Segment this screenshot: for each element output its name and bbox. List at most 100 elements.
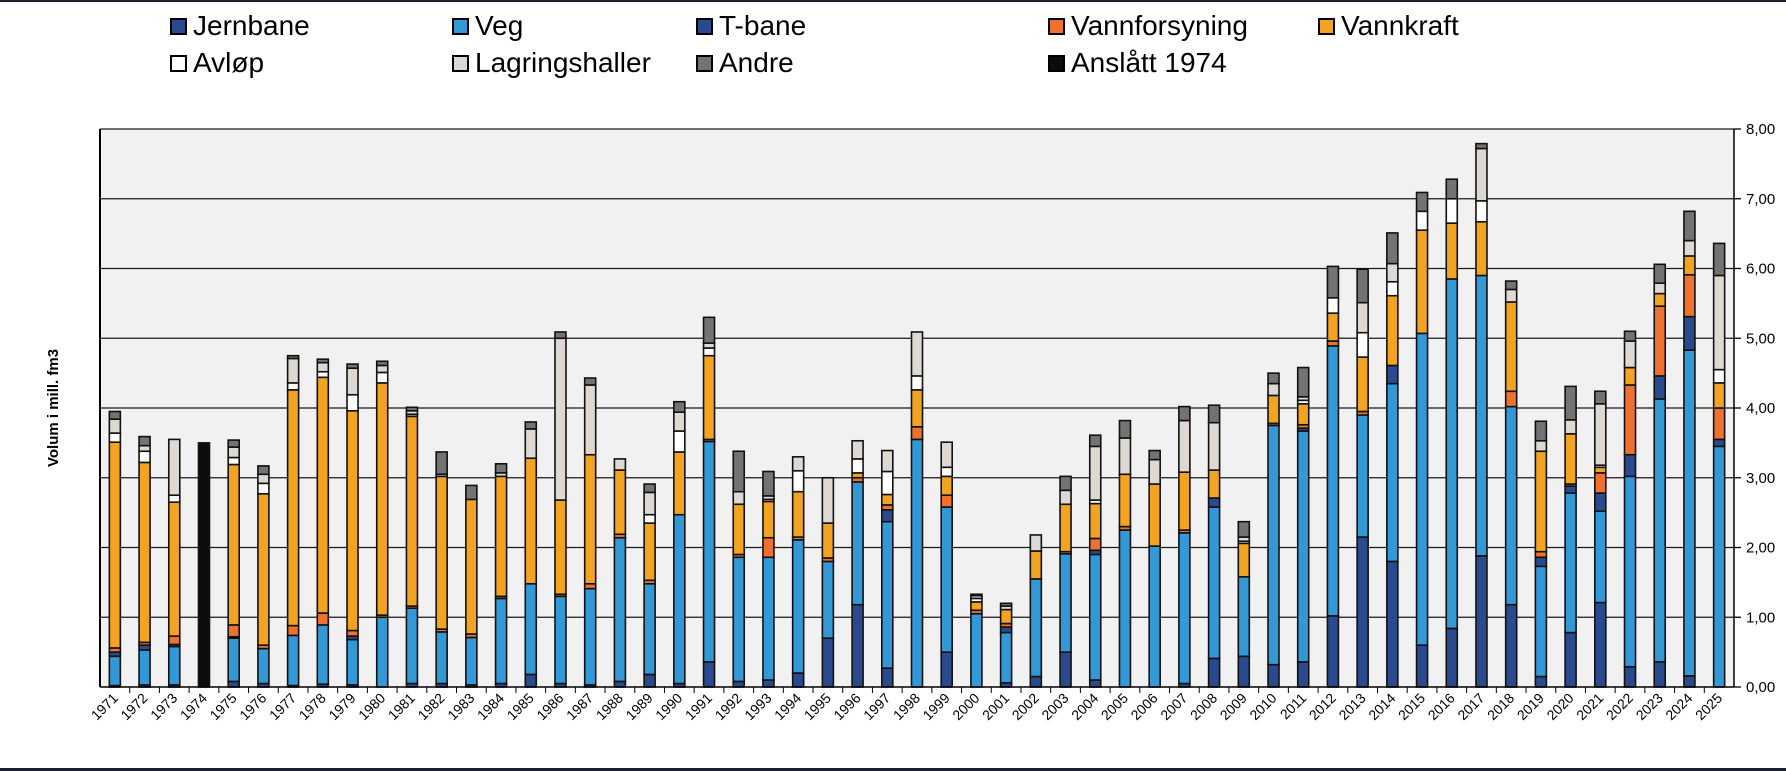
- bar-segment-vannkraft-2008: [1207, 469, 1221, 499]
- bar-segment-lagringshaller-1980: [375, 364, 389, 374]
- bar-segment-andre-2007: [1178, 405, 1191, 422]
- bar-segment-vannkraft-2016: [1445, 222, 1459, 280]
- bar-segment-jernbane-2014: [1386, 560, 1399, 688]
- bar-segment-lagringshaller-2006: [1148, 458, 1161, 485]
- bar-stack-2002: [1029, 534, 1043, 688]
- bar-segment-veg-2023: [1653, 398, 1667, 663]
- x-tick-label: 1982: [414, 690, 447, 723]
- bar-segment-lagringshaller-2017: [1475, 147, 1488, 202]
- bar-segment-veg-1996: [851, 481, 864, 606]
- legend-swatch-andre: [696, 54, 713, 72]
- legend-swatch-vannkraft: [1318, 17, 1335, 35]
- bar-segment-veg-1998: [910, 438, 924, 688]
- bar-segment-t-bane-1997: [880, 509, 894, 523]
- bar-segment-vannkraft-2015: [1415, 229, 1429, 335]
- bar-segment-jernbane-2009: [1237, 655, 1251, 688]
- bar-segment-jernbane-1993: [762, 679, 775, 688]
- bar-segment-vannforsyning-2018: [1504, 390, 1518, 408]
- x-tick-label: 2023: [1633, 690, 1666, 723]
- x-tick-label: 2001: [979, 690, 1012, 723]
- x-tick-label: 2010: [1246, 690, 1279, 723]
- bar-stack-2014: [1386, 232, 1399, 688]
- bar-segment-lagringshaller-1986: [554, 337, 567, 501]
- bar-segment-vannkraft-2002: [1029, 550, 1043, 580]
- x-tick-label: 1975: [206, 690, 239, 723]
- bar-segment-vannforsyning-1999: [940, 494, 954, 508]
- x-tick-label: 2008: [1187, 690, 1220, 723]
- bar-segment-vannforsyning-2021: [1594, 472, 1607, 494]
- legend-item-t-bane: T-bane: [696, 10, 806, 42]
- bar-segment-andre-2016: [1445, 178, 1459, 200]
- x-tick-label: 1996: [830, 690, 863, 723]
- bar-segment-jernbane-2020: [1564, 631, 1577, 688]
- bar-segment-vannkraft-1971: [108, 441, 122, 649]
- bar-segment-veg-1990: [673, 513, 686, 685]
- bar-segment-vannforsyning-2004: [1088, 537, 1102, 552]
- bar-segment-veg-1994: [791, 539, 805, 674]
- bar-segment-vannkraft-2004: [1088, 502, 1102, 540]
- bar-stack-1973: [167, 438, 181, 688]
- bar-segment-jernbane-2013: [1356, 536, 1369, 688]
- bar-segment-veg-1979: [346, 638, 359, 686]
- bar-segment-lagringshaller-2024: [1683, 239, 1696, 257]
- bar-segment-veg-1973: [167, 645, 181, 686]
- bar-segment-veg-2003: [1059, 552, 1072, 653]
- x-tick-label: 1973: [147, 690, 180, 723]
- bar-segment-veg-1995: [821, 560, 835, 639]
- bar-segment-andre-2000: [970, 593, 983, 597]
- bar-segment-veg-2018: [1504, 405, 1518, 606]
- bar-segment-andre-2001: [999, 602, 1013, 607]
- bar-segment-andre-1993: [762, 470, 775, 497]
- bar-segment-lagringshaller-1972: [138, 444, 151, 453]
- x-tick-label: 2025: [1692, 690, 1725, 723]
- bar-segment-veg-1977: [286, 634, 300, 687]
- bar-segment-vannkraft-2017: [1475, 220, 1488, 277]
- bar-segment-jernbane-2021: [1594, 601, 1607, 688]
- bar-stack-2020: [1564, 385, 1577, 688]
- bar-segment-veg-2007: [1178, 532, 1191, 685]
- bar-segment-veg-1975: [227, 637, 240, 683]
- bar-stack-1980: [375, 360, 389, 688]
- x-tick-label: 1977: [266, 690, 299, 723]
- bar-segment-andre-2009: [1237, 520, 1251, 538]
- x-tick-label: 2017: [1454, 690, 1487, 723]
- bar-segment-veg-1999: [940, 506, 954, 653]
- bar-segment-veg-2025: [1712, 445, 1726, 688]
- x-tick-label: 1984: [474, 690, 507, 723]
- y-tick-label: 0,00: [1746, 679, 1775, 696]
- bar-segment-t-bane-2001: [999, 626, 1013, 634]
- bar-segment-andre-2020: [1564, 385, 1577, 421]
- bars: [108, 142, 1726, 688]
- x-tick-label: 1998: [890, 690, 923, 723]
- bar-segment-andre-2024: [1683, 210, 1696, 242]
- bar-segment-vannkraft-2018: [1504, 301, 1518, 393]
- bar-segment-andre-1989: [643, 483, 656, 494]
- y-tick-label: 4,00: [1746, 400, 1775, 417]
- bar-segment-lagringshaller-1977: [286, 357, 300, 384]
- legend-item-veg: Veg: [452, 10, 523, 42]
- bar-segment-lagringshaller-1992: [732, 490, 746, 506]
- x-tick-label: 2005: [1098, 690, 1131, 723]
- y-axis-ticks: 0,00 1,00 2,00 3,00 4,00 5,00 6,00 7,00 8,00: [1734, 121, 1775, 696]
- bar-segment-vannkraft-2012: [1326, 312, 1340, 342]
- bar-segment-lagringshaller-1990: [673, 411, 686, 432]
- bar-segment-veg-1971: [108, 655, 122, 687]
- bar-segment-lagringshaller-2007: [1178, 419, 1191, 473]
- bar-segment-veg-1985: [524, 582, 538, 676]
- bar-stack-2016: [1445, 178, 1459, 688]
- legend-item-avlop: Avløp: [170, 47, 264, 79]
- bar-segment-veg-2004: [1088, 553, 1102, 681]
- y-tick-label: 7,00: [1746, 191, 1775, 208]
- bar-segment-andre-1991: [702, 316, 716, 344]
- bar-segment-vannkraft-1984: [494, 475, 508, 598]
- bar-segment-vannkraft-1993: [762, 500, 775, 539]
- x-tick-label: 2004: [1068, 690, 1101, 723]
- bar-segment-jernbane-2002: [1029, 675, 1043, 688]
- bar-segment-avl-p-1997: [880, 470, 894, 496]
- bar-segment-andre-2003: [1059, 475, 1072, 492]
- bar-segment-avl-p-1994: [791, 469, 805, 493]
- bar-stack-1991: [702, 316, 716, 688]
- bar-segment-avl-p-1980: [375, 371, 389, 384]
- bar-segment-lagringshaller-1976: [257, 473, 270, 485]
- bar-segment-veg-1989: [643, 582, 656, 676]
